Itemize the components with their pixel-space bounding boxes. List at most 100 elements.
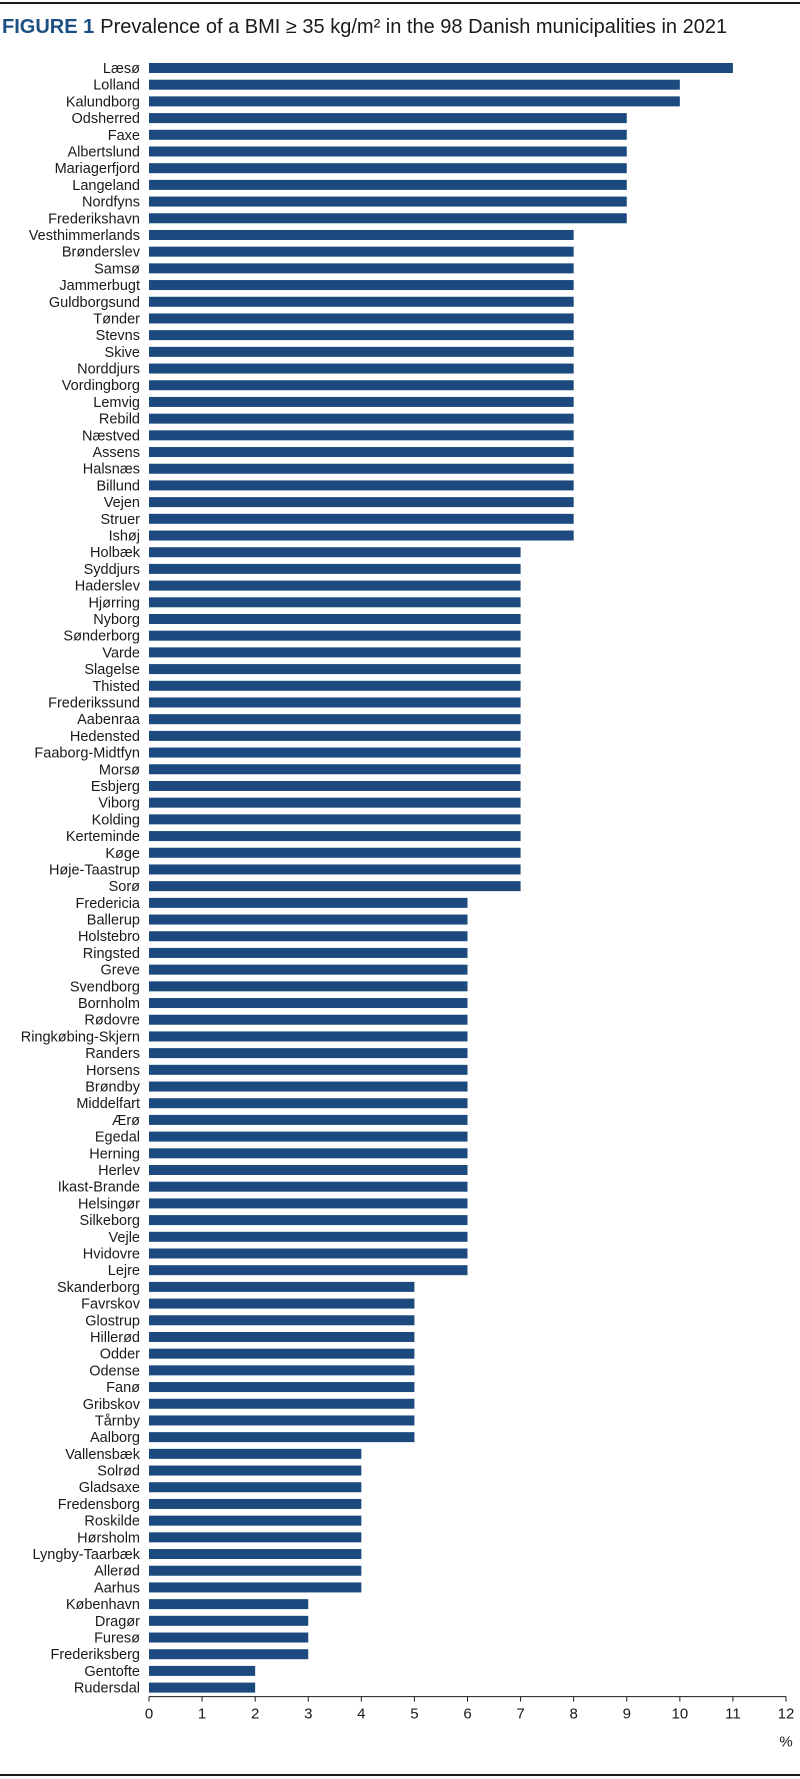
bar: [149, 1048, 468, 1059]
bar: [149, 1382, 415, 1393]
bar: [149, 1498, 362, 1509]
bar: [149, 1315, 415, 1326]
category-label: Egedal: [95, 1130, 140, 1146]
category-label: Faaborg-Midtfyn: [34, 746, 140, 762]
bar: [149, 764, 521, 775]
category-label: Hjørring: [88, 595, 140, 611]
category-label: Skive: [105, 345, 140, 361]
category-label: Viborg: [98, 796, 140, 812]
category-label: Ishøj: [109, 529, 140, 545]
category-label: Brøndby: [85, 1080, 141, 1096]
category-label: Nordfyns: [82, 195, 140, 211]
category-label: Varde: [102, 645, 140, 661]
bar: [149, 747, 521, 758]
category-label: Billund: [96, 478, 140, 494]
bar: [149, 246, 574, 257]
category-label: Halsnæs: [83, 462, 140, 478]
bar: [149, 96, 680, 107]
category-label: Solrød: [97, 1464, 140, 1480]
bar: [149, 1415, 415, 1426]
x-tick-label: 1: [198, 1706, 206, 1723]
bar: [149, 1665, 256, 1676]
bar: [149, 1265, 468, 1276]
bar: [149, 563, 521, 574]
bar: [149, 1565, 362, 1576]
bar: [149, 396, 574, 407]
category-label: Frederikssund: [48, 695, 140, 711]
bar: [149, 79, 680, 90]
category-label: Fredericia: [76, 896, 141, 912]
category-label: Syddjurs: [84, 562, 140, 578]
category-label: Vesthimmerlands: [29, 228, 140, 244]
category-label: Herning: [89, 1146, 140, 1162]
category-label: Aabenraa: [77, 712, 141, 728]
bar: [149, 513, 574, 524]
category-label: Greve: [101, 963, 141, 979]
bar: [149, 1215, 468, 1226]
category-label: Thisted: [92, 679, 140, 695]
bar: [149, 1281, 415, 1292]
category-label: Kalundborg: [66, 94, 140, 110]
bar: [149, 1298, 415, 1309]
category-label: Hørsholm: [77, 1530, 140, 1546]
bar: [149, 1098, 468, 1109]
category-label: Rudersdal: [74, 1681, 140, 1697]
bar: [149, 1131, 468, 1142]
bar: [149, 780, 521, 791]
bar: [149, 1515, 362, 1526]
category-label: Frederiksberg: [51, 1647, 140, 1663]
bar: [149, 714, 521, 725]
bars-group: [149, 63, 733, 1693]
category-label: Samsø: [94, 261, 140, 277]
category-label: Skanderborg: [57, 1280, 140, 1296]
bar: [149, 814, 521, 825]
x-tick-label: 12: [778, 1706, 795, 1723]
category-label: Slagelse: [84, 662, 140, 678]
category-label: Rødovre: [84, 1013, 140, 1029]
bar: [149, 614, 521, 624]
bar: [149, 163, 627, 174]
category-label: København: [66, 1597, 140, 1613]
category-label: Ringkøbing-Skjern: [21, 1029, 140, 1045]
category-label: Lemvig: [93, 395, 140, 411]
bar: [149, 664, 521, 675]
bar: [149, 1331, 415, 1342]
x-axis-label: %: [779, 1734, 792, 1751]
bar: [149, 1348, 415, 1359]
bar: [149, 1365, 415, 1376]
x-tick-label: 8: [569, 1706, 577, 1723]
bar: [149, 1432, 415, 1443]
category-label: Helsingør: [78, 1196, 140, 1212]
category-label: Tårnby: [95, 1413, 141, 1429]
category-label: Gribskov: [83, 1397, 141, 1413]
bar: [149, 630, 521, 641]
bar: [149, 179, 627, 190]
bar: [149, 330, 574, 341]
bar: [149, 730, 521, 741]
bar: [149, 1465, 362, 1476]
bar: [149, 597, 521, 608]
bar: [149, 1031, 468, 1042]
category-label: Odder: [100, 1347, 140, 1363]
bar: [149, 530, 574, 541]
x-axis: 0 1 2 3 4 5 6 7 8 9 10 11 12: [145, 1696, 795, 1723]
category-label: Morsø: [99, 762, 140, 778]
category-label: Ikast-Brande: [58, 1180, 140, 1196]
category-label: Ærø: [112, 1113, 140, 1129]
bar: [149, 964, 468, 975]
category-label: Glostrup: [85, 1313, 140, 1329]
bar: [149, 931, 468, 942]
category-label: Silkeborg: [80, 1213, 140, 1229]
x-tick-label: 6: [463, 1706, 471, 1723]
category-label: Fredensborg: [58, 1497, 140, 1513]
category-label: Horsens: [86, 1063, 140, 1079]
bar: [149, 847, 521, 858]
category-label: Vallensbæk: [65, 1447, 140, 1463]
bar: [149, 547, 521, 558]
category-label: Esbjerg: [91, 779, 140, 795]
x-tick-label: 2: [251, 1706, 259, 1723]
bar: [149, 998, 468, 1009]
category-labels: LæsøLollandKalundborgOdsherredFaxeAlbert…: [21, 61, 141, 1697]
category-label: Aarhus: [94, 1580, 140, 1596]
